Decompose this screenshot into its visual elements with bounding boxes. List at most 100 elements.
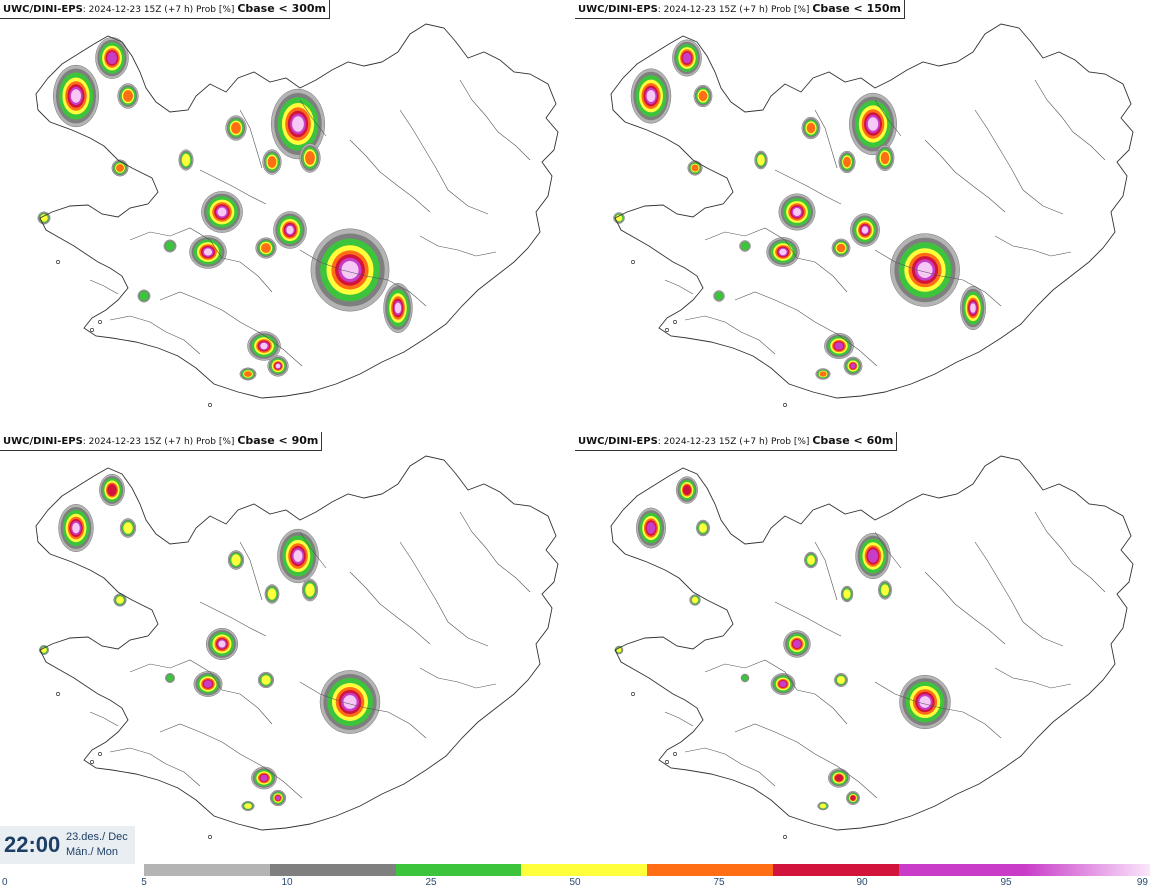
map-layer [35,455,559,839]
region-boundary [199,601,267,637]
region-boundary [109,747,201,787]
coastline [35,455,559,831]
run-info: : 2024-12-23 15Z (+7 h) Prob [%] [82,437,238,447]
region-boundary [109,315,201,355]
probability-contour [970,303,976,313]
probability-area [53,64,99,128]
region-boundary [419,667,497,689]
valid-date-line1: 23.des./ Dec [66,831,128,843]
region-boundary [299,249,427,307]
region-boundary [774,601,842,637]
island [56,260,60,264]
probability-contour [267,156,277,168]
region-boundary [89,711,119,727]
probability-area [255,237,277,259]
map-layer [610,455,1134,839]
probability-contour [793,208,801,216]
probability-area [840,585,854,603]
colorbar-tick-label: 10 [281,877,293,888]
coastline [35,23,559,399]
probability-contour [793,640,801,648]
probability-area [815,368,831,380]
probability-contour [757,154,765,166]
probability-contour [741,674,749,682]
map-panel-cbase-60: UWC/DINI-EPS: 2024-12-23 15Z (+7 h) Prob… [575,432,1150,862]
probability-area [165,673,175,683]
island [90,328,94,332]
probability-contour [881,584,889,596]
probability-area [783,630,811,658]
region-boundary [349,139,431,213]
probability-area [770,673,796,695]
probability-area [119,518,137,538]
region-boundary [129,227,273,293]
panel-title: UWC/DINI-EPS: 2024-12-23 15Z (+7 h) Prob… [0,0,330,19]
region-boundary [159,723,303,799]
colorbar-segment [521,864,647,876]
probability-contour [806,122,816,134]
region-boundary [814,541,838,601]
probability-contour [698,90,708,102]
probability-area [828,768,850,788]
region-boundary [129,659,273,725]
iceland-probability-map [610,455,1134,839]
probability-area [831,238,851,258]
island [98,752,102,756]
probability-contour [779,248,787,256]
probability-area [227,550,245,570]
region-boundary [299,531,327,569]
region-boundary [924,571,1006,645]
region-boundary [874,681,1002,739]
colorbar-tick-label: 25 [425,877,437,888]
valid-time-box: 22:00 23.des./ Dec Mán./ Mon [0,826,135,864]
probability-area [201,191,243,233]
probability-area [137,289,151,303]
model-name: UWC/DINI-EPS [578,4,658,15]
colorbar-tick-labels: 0 5 10 25 50 75 90 95 99 [0,877,1150,891]
probability-contour [116,164,124,172]
probability-contour [71,89,81,103]
probability-contour [819,803,827,809]
island [665,328,669,332]
run-info: : 2024-12-23 15Z (+7 h) Prob [%] [657,437,813,447]
probability-area [740,673,750,683]
map-layer [610,23,1134,407]
probability-area [58,504,94,552]
probability-contour [40,214,48,222]
iceland-probability-map [35,23,559,407]
probability-contour [165,241,175,251]
probability-area [383,283,413,333]
run-info: : 2024-12-23 15Z (+7 h) Prob [%] [657,5,813,15]
cbase-threshold: Cbase < 60m [812,434,894,447]
probability-contour [292,116,304,132]
probability-area [262,149,282,175]
probability-area [241,801,255,811]
colorbar-tick-label: 90 [856,877,868,888]
region-boundary [1034,511,1106,593]
probability-area [850,213,880,247]
probability-contour [834,774,844,782]
probability-contour [293,550,303,562]
valid-time-clock: 22:00 [4,832,61,857]
region-boundary [199,169,267,205]
probability-area [111,159,129,177]
probability-contour [261,675,271,685]
probability-area [843,356,863,376]
colorbar-tick-label: 50 [569,877,581,888]
cbase-threshold: Cbase < 150m [812,2,901,15]
map-panel-cbase-90: UWC/DINI-EPS: 2024-12-23 15Z (+7 h) Prob… [0,432,575,862]
probability-contour [107,51,117,65]
region-boundary [974,541,1064,647]
probability-contour [394,302,402,314]
region-boundary [774,169,842,205]
probability-area [693,84,713,108]
probability-area [687,160,703,176]
probability-area [269,789,287,807]
region-boundary [1034,79,1106,161]
probability-area [270,88,326,160]
probability-contour [261,243,271,253]
probability-contour [699,523,707,533]
probability-contour [861,226,869,234]
probability-contour [850,795,856,801]
island [673,752,677,756]
